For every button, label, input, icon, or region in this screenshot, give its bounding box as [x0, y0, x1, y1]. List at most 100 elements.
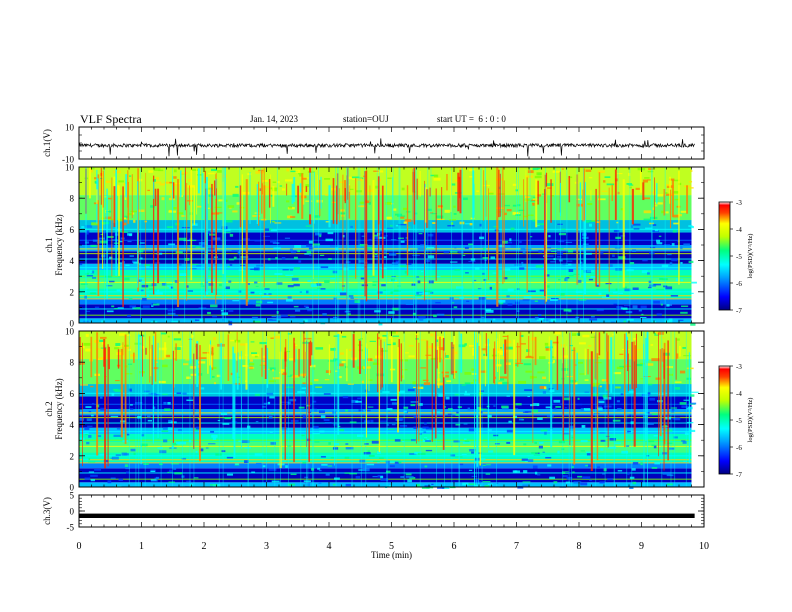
x-axis-label: Time (min) — [371, 550, 412, 560]
broadband-spike — [335, 331, 337, 487]
broadband-spike — [135, 331, 137, 487]
speckle — [350, 297, 354, 299]
speckle — [105, 216, 112, 220]
speckle — [279, 185, 283, 187]
speckle — [207, 248, 215, 250]
speckle — [261, 361, 267, 365]
speckle — [484, 343, 491, 347]
y-tick-label: 10 — [65, 123, 75, 133]
speckle — [150, 469, 156, 473]
sferic-burst — [498, 169, 500, 218]
speckle — [212, 315, 217, 318]
speckle — [658, 235, 662, 237]
speckle — [525, 370, 532, 373]
speckle — [380, 478, 389, 481]
broadband-spike — [351, 331, 353, 487]
speckle — [558, 440, 565, 444]
sferic-burst — [446, 173, 448, 191]
speckle — [354, 300, 360, 304]
speckle — [150, 479, 157, 481]
speckle — [209, 267, 212, 271]
speckle — [116, 289, 121, 292]
speckle — [416, 483, 421, 487]
speckle — [305, 200, 313, 202]
broadband-spike — [415, 167, 416, 323]
speckle — [454, 247, 457, 249]
speckle — [335, 247, 339, 251]
speckle — [128, 363, 133, 365]
speckle — [679, 370, 686, 374]
speckle — [141, 434, 145, 437]
speckle — [544, 342, 549, 346]
speckle — [683, 243, 690, 246]
speckle — [683, 460, 687, 462]
speckle — [481, 316, 485, 319]
speckle — [520, 343, 526, 345]
speckle — [118, 262, 123, 264]
speckle — [465, 272, 469, 274]
speckle — [320, 266, 329, 269]
speckle — [347, 313, 351, 315]
speckle — [632, 249, 637, 253]
speckle — [177, 263, 182, 266]
speckle — [140, 443, 148, 447]
speckle — [606, 294, 610, 298]
speckle — [531, 337, 537, 341]
x-tick-label: 3 — [264, 541, 269, 552]
speckle — [299, 373, 308, 377]
speckle — [288, 358, 294, 361]
sferic-burst — [487, 338, 490, 449]
broadband-spike — [451, 331, 453, 487]
speckle — [298, 172, 304, 175]
speckle — [303, 305, 309, 308]
speckle — [588, 177, 593, 179]
speckle — [468, 483, 476, 486]
sferic-burst — [309, 340, 312, 366]
speckle — [503, 277, 508, 280]
speckle — [523, 443, 527, 446]
speckle — [121, 412, 125, 415]
speckle — [591, 315, 595, 318]
speckle — [306, 250, 312, 254]
sferic-burst — [368, 349, 370, 392]
speckle — [269, 228, 273, 231]
speckle — [501, 405, 509, 409]
sferic-burst — [606, 351, 609, 390]
speckle — [489, 286, 493, 290]
speckle — [647, 286, 652, 289]
sferic-burst — [537, 180, 539, 205]
speckle — [263, 235, 270, 237]
speckle — [391, 276, 396, 278]
speckle — [209, 351, 213, 355]
speckle — [504, 204, 510, 207]
speckle — [180, 301, 183, 304]
speckle — [504, 212, 507, 216]
speckle — [100, 347, 105, 349]
speckle — [386, 424, 390, 426]
speckle — [158, 347, 167, 351]
sferic-burst — [633, 341, 636, 362]
sferic-burst — [113, 186, 116, 227]
speckle — [378, 322, 383, 326]
sferic-burst — [608, 187, 610, 292]
speckle — [175, 251, 183, 254]
speckle — [672, 417, 679, 420]
speckle — [312, 433, 320, 435]
sferic-burst — [197, 168, 200, 194]
speckle — [539, 385, 546, 389]
speckle — [512, 204, 517, 207]
sferic-burst — [195, 343, 198, 360]
speckle — [173, 206, 177, 210]
speckle — [128, 348, 131, 351]
speckle — [648, 280, 652, 284]
speckle — [391, 262, 398, 265]
speckle — [521, 261, 524, 264]
speckle — [137, 279, 142, 282]
speckle — [116, 428, 121, 430]
speckle — [682, 347, 686, 349]
sferic-burst — [669, 189, 672, 229]
speckle — [293, 305, 299, 308]
sferic-burst — [534, 336, 537, 366]
speckle — [467, 407, 471, 411]
